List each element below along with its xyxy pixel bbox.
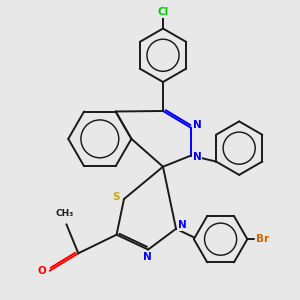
Text: Br: Br [256,234,269,244]
Text: O: O [38,266,46,276]
Text: S: S [112,192,120,202]
Text: CH₃: CH₃ [56,209,74,218]
Text: N: N [193,152,202,162]
Text: N: N [178,220,187,230]
Text: N: N [143,252,152,262]
Text: N: N [193,120,202,130]
Text: Cl: Cl [158,7,169,17]
